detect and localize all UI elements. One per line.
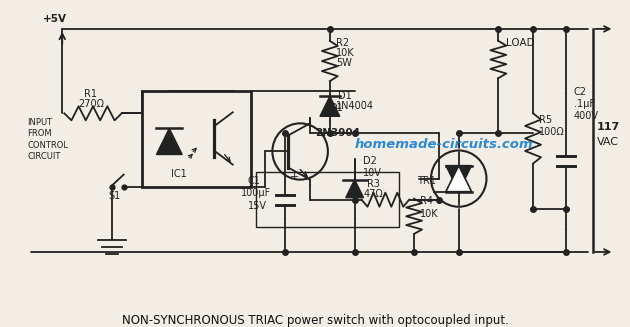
Text: TR1: TR1 <box>417 176 436 186</box>
Text: INPUT
FROM
CONTROL
CIRCUIT: INPUT FROM CONTROL CIRCUIT <box>28 118 69 161</box>
Text: 10V: 10V <box>363 168 381 178</box>
Text: S1: S1 <box>109 191 121 201</box>
Text: LOAD: LOAD <box>507 38 535 48</box>
Polygon shape <box>446 165 472 192</box>
Text: +5V: +5V <box>42 14 66 24</box>
Text: R4: R4 <box>420 196 433 206</box>
Text: homemade-circuits.com: homemade-circuits.com <box>355 138 533 151</box>
Text: +: + <box>290 172 300 181</box>
Text: R1: R1 <box>84 89 97 99</box>
Text: 10K: 10K <box>336 48 355 58</box>
Text: R2: R2 <box>336 38 349 48</box>
Text: 117: 117 <box>597 122 620 132</box>
Text: R3: R3 <box>367 179 379 189</box>
Text: .1μF: .1μF <box>574 99 595 109</box>
Text: 1N4004: 1N4004 <box>336 101 374 111</box>
Text: Q1: Q1 <box>330 103 343 113</box>
Text: C1: C1 <box>248 176 260 186</box>
Polygon shape <box>446 165 472 192</box>
Text: 10K: 10K <box>420 209 438 219</box>
Text: R5: R5 <box>539 115 552 125</box>
Bar <box>256 172 399 227</box>
Text: C2: C2 <box>574 87 587 97</box>
Bar <box>142 91 251 187</box>
Text: NON-SYNCHRONOUS TRIAC power switch with optocoupled input.: NON-SYNCHRONOUS TRIAC power switch with … <box>122 314 508 327</box>
Text: IC1: IC1 <box>171 169 187 179</box>
Text: 100μF: 100μF <box>241 188 271 198</box>
Text: 5W: 5W <box>336 58 352 68</box>
Text: D2: D2 <box>363 156 377 165</box>
Text: 400V: 400V <box>574 111 598 121</box>
Text: 47Ω: 47Ω <box>364 189 383 199</box>
Polygon shape <box>320 96 340 116</box>
Text: 270Ω: 270Ω <box>78 99 104 109</box>
Polygon shape <box>156 129 182 154</box>
Text: VAC: VAC <box>597 137 619 147</box>
Text: 2N3904: 2N3904 <box>315 129 360 138</box>
Polygon shape <box>346 180 364 198</box>
Text: D1: D1 <box>338 91 352 101</box>
Text: 100Ω: 100Ω <box>539 128 564 137</box>
Text: 15V: 15V <box>248 201 266 211</box>
